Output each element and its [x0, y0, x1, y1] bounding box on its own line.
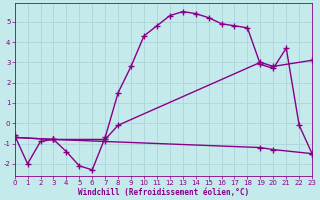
X-axis label: Windchill (Refroidissement éolien,°C): Windchill (Refroidissement éolien,°C): [78, 188, 249, 197]
